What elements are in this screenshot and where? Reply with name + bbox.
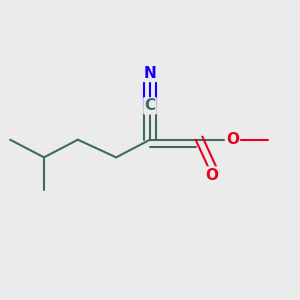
Text: C: C	[144, 98, 156, 113]
Text: O: O	[226, 132, 239, 147]
Text: O: O	[205, 167, 218, 182]
Text: N: N	[144, 66, 156, 81]
